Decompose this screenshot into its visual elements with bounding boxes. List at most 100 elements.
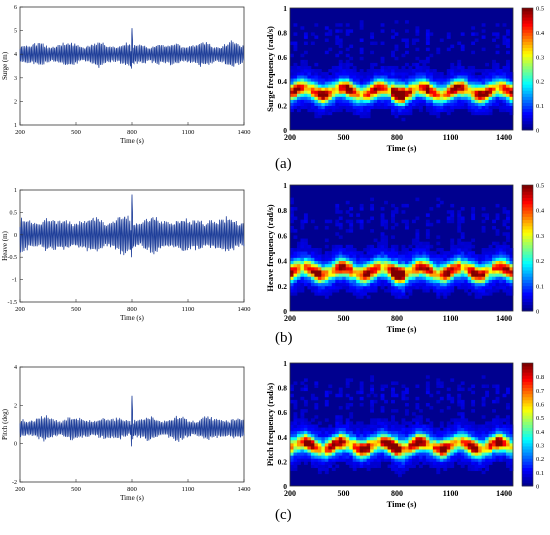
heatmap-cell xyxy=(307,270,312,274)
heatmap-cell xyxy=(502,99,507,103)
heatmap-cell xyxy=(446,266,451,271)
heatmap-cell xyxy=(377,421,381,425)
heatmap-cell xyxy=(387,288,392,293)
heatmap-cell xyxy=(373,78,378,82)
heatmap-cell xyxy=(492,105,496,110)
heatmap-cell xyxy=(335,219,340,224)
heatmap-cell xyxy=(485,273,490,277)
colorbar-segment xyxy=(522,216,533,221)
heatmap-cell xyxy=(377,461,381,465)
heatmap-cell xyxy=(401,464,406,468)
heatmap-cell xyxy=(485,446,490,450)
heatmap-cell xyxy=(398,266,402,271)
heatmap-cell xyxy=(345,421,350,425)
heatmap-cell xyxy=(509,72,514,76)
colorbar-segment xyxy=(522,35,533,39)
heatmap-cell xyxy=(338,393,343,398)
heatmap-cell xyxy=(485,105,490,110)
heatmap-cell xyxy=(398,111,402,116)
heatmap-cell xyxy=(401,251,406,255)
heatmap-cell xyxy=(324,32,329,36)
heatmap-cell xyxy=(345,229,350,233)
heatmap-cell xyxy=(404,270,409,274)
heatmap-cell xyxy=(387,273,392,277)
heatmap-cell xyxy=(495,90,500,94)
heatmap-cell xyxy=(314,114,319,119)
heatmap-cell xyxy=(502,251,507,255)
heatmap-cell xyxy=(464,276,469,280)
heatmap-cell xyxy=(328,292,333,296)
heatmap-cell xyxy=(324,263,329,268)
heatmap-cell xyxy=(471,216,476,221)
heatmap-cell xyxy=(391,427,395,432)
heatmap-cell xyxy=(324,26,329,30)
heatmap-cell xyxy=(432,461,437,465)
heatmap-cell xyxy=(481,260,486,265)
heatmap-cell xyxy=(349,439,354,444)
heatmap-cell xyxy=(335,436,340,441)
heatmap-cell xyxy=(485,111,490,116)
heatmap-cell xyxy=(432,442,437,447)
heatmap-cell xyxy=(394,288,399,293)
heatmap-cell xyxy=(380,421,385,425)
heatmap-cell xyxy=(499,254,503,258)
heatmap-cell xyxy=(293,282,298,287)
heatmap-cell xyxy=(331,433,336,438)
heatmap-cell xyxy=(411,105,416,110)
heatmap-cell xyxy=(488,72,493,76)
heatmap-cell xyxy=(300,59,305,64)
heatmap-cell xyxy=(335,222,340,227)
heatmap-cell xyxy=(335,99,340,103)
heatmap-cell xyxy=(401,69,406,73)
heatmap-cell xyxy=(394,461,399,465)
heatmap-cell xyxy=(506,232,510,236)
heatmap-cell xyxy=(300,263,305,268)
heatmap-cell xyxy=(303,216,308,221)
heatmap-cell xyxy=(415,78,420,82)
heatmap-cell xyxy=(303,449,308,453)
heatmap-cell xyxy=(328,270,333,274)
heatmap-cell xyxy=(373,248,378,252)
heatmap-cell xyxy=(324,464,329,468)
heatmap-cell xyxy=(338,44,343,49)
heatmap-cell xyxy=(296,279,301,284)
heatmap-cell xyxy=(293,75,298,79)
heatmap-cell xyxy=(384,96,388,100)
x-tick-label: 1100 xyxy=(182,486,195,493)
y-tick-label: 0.8 xyxy=(278,206,288,215)
heatmap-cell xyxy=(401,449,406,453)
heatmap-cell xyxy=(317,81,322,85)
heatmap-cell xyxy=(418,458,423,462)
heatmap-cell xyxy=(464,102,469,106)
heatmap-cell xyxy=(300,26,305,30)
heatmap-cell xyxy=(450,87,455,91)
heatmap-cell xyxy=(321,81,326,85)
heatmap-cell xyxy=(471,442,476,447)
heatmap-cell xyxy=(359,292,364,296)
heatmap-cell xyxy=(349,288,354,293)
heatmap-cell xyxy=(485,393,490,398)
heatmap-cell xyxy=(488,436,493,441)
heatmap-cell xyxy=(499,260,503,265)
heatmap-cell xyxy=(310,260,315,265)
heatmap-cell xyxy=(446,458,451,462)
heatmap-cell xyxy=(293,273,298,277)
heatmap-cell xyxy=(432,111,437,116)
heatmap-cell xyxy=(314,78,319,82)
heatmap-cell xyxy=(488,430,493,435)
heatmap-cell xyxy=(425,449,430,453)
heatmap-cell xyxy=(464,96,469,100)
heatmap-cell xyxy=(436,257,441,261)
heatmap-cell xyxy=(450,238,455,243)
colorbar-segment xyxy=(522,381,533,385)
heatmap-cell xyxy=(443,276,448,280)
heatmap-cell xyxy=(293,32,298,36)
heatmap-cell xyxy=(345,402,350,407)
heatmap-cell xyxy=(436,282,441,287)
heatmap-cell xyxy=(314,464,319,468)
heatmap-cell xyxy=(303,266,308,271)
heatmap-cell xyxy=(290,78,294,82)
heatmap-cell xyxy=(335,458,340,462)
heatmap-cell xyxy=(310,75,315,79)
heatmap-cell xyxy=(296,251,301,255)
